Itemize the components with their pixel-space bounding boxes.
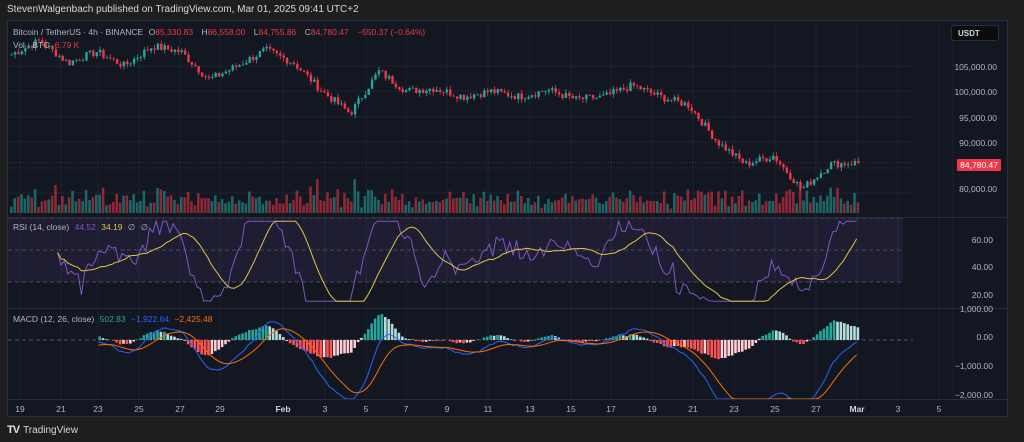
time-axis[interactable]: 19 21 23 25 27 29 Feb 3 5 7 9 11 13 15 17 19 21 23 25 27 Mar… [8,399,1007,416]
time-tick: 23 [729,404,739,414]
time-tick: Feb [275,404,291,414]
last-price-tag: 84,780.47 [957,159,1001,171]
rsi-label: RSI (14, close) [13,222,70,232]
time-tick: 5 [363,404,369,414]
time-tick: 7 [403,404,409,414]
low-value: 84,755.86 [258,27,297,37]
currency-button[interactable]: USDT [951,25,999,41]
time-tick: 27 [811,404,821,414]
chart-canvas[interactable] [8,21,1008,417]
price-tick: 90,000.00 [959,138,997,148]
time-tick: 13 [525,404,535,414]
symbol-title: Bitcoin / TetherUS · 4h · BINANCE [13,27,144,37]
rsi-legend: RSI (14, close) 44.52 34.19 ∅ ∅ [13,222,149,232]
macd-tick: −1,000.00 [954,361,993,371]
tradingview-brand: TradingView [23,424,79,436]
time-tick: 21 [688,404,698,414]
volume-value: 6.79 K [54,40,80,50]
time-tick: 15 [566,404,576,414]
price-tick: 100,000.00 [954,87,997,97]
time-tick: 27 [175,404,185,414]
time-tick: 11 [483,404,493,414]
macd-label: MACD (12, 26, close) [13,314,95,324]
rsi-tick: 40.00 [971,262,993,272]
high-value: 86,558.00 [207,27,246,37]
price-tick: 95,000.00 [959,113,997,123]
time-tick: 5 [936,404,942,414]
volume-legend: Vol · BTC 6.79 K [13,40,82,50]
tradingview-logo[interactable]: TV TradingView [7,424,78,436]
chart-frame[interactable]: Bitcoin / TetherUS · 4h · BINANCE O85,33… [7,20,1008,417]
time-tick: Mar [849,404,865,414]
close-value: 84,780.47 [310,27,349,37]
pane-separator[interactable] [8,217,1007,218]
time-tick: 23 [93,404,103,414]
open-value: 85,330.83 [155,27,194,37]
time-tick: 29 [215,404,225,414]
tradingview-mark-icon: TV [7,424,20,436]
macd-tick: −2,000.00 [954,390,993,400]
symbol-legend: Bitcoin / TetherUS · 4h · BINANCE O85,33… [13,27,426,37]
time-tick: 17 [606,404,616,414]
time-tick: 25 [134,404,144,414]
time-tick: 25 [770,404,780,414]
time-tick: 21 [56,404,66,414]
volume-label: Vol · BTC [13,40,50,50]
change-value: −550.37 (−0.64%) [357,27,426,37]
macd-hist-value: 502.83 [99,314,126,324]
time-tick: 19 [647,404,657,414]
time-tick: 9 [444,404,450,414]
price-tick: 105,000.00 [954,62,997,72]
time-tick: 19 [15,404,25,414]
rsi-ma-value: 34.19 [101,222,123,232]
rsi-tick: 20.00 [971,290,993,300]
macd-signal-value: −2,425.48 [174,314,213,324]
publisher-line: StevenWalgenbach published on TradingVie… [7,4,359,15]
macd-tick: 0.00 [976,332,993,342]
time-tick: 3 [895,404,901,414]
rsi-value: 44.52 [74,222,96,232]
macd-line-value: −1,922.64 [131,314,170,324]
price-tick: 80,000.00 [959,184,997,194]
macd-tick: 1,000.00 [959,304,993,314]
rsi-tick: 60.00 [971,235,993,245]
macd-legend: MACD (12, 26, close) 502.83 −1,922.64 −2… [13,314,216,324]
time-tick: 3 [322,404,328,414]
pane-separator[interactable] [8,308,1007,309]
